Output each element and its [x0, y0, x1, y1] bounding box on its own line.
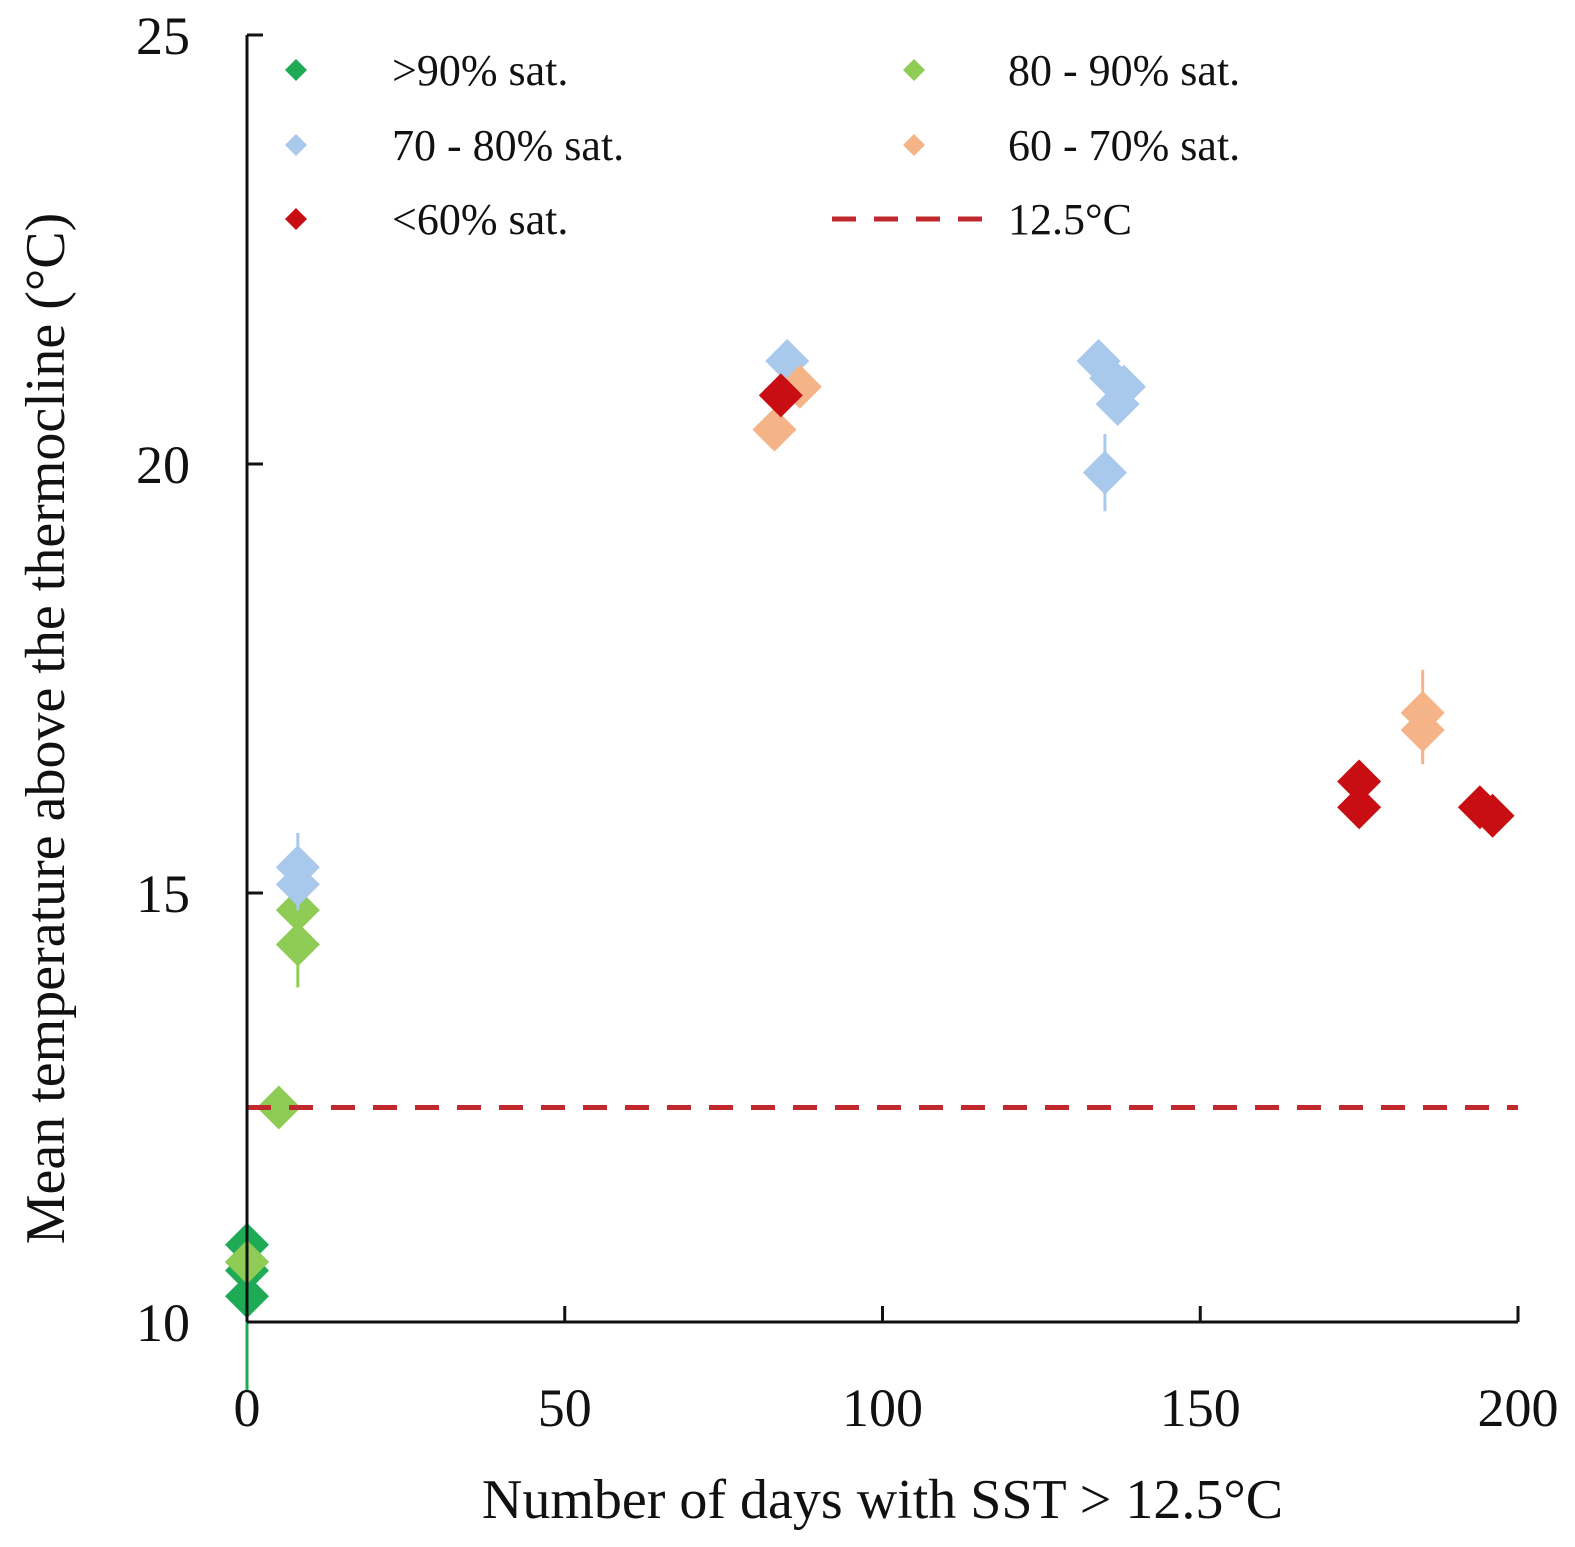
diamond-marker	[1337, 759, 1382, 804]
x-tick-label: 100	[842, 1378, 923, 1438]
data-point	[1095, 381, 1140, 426]
legend-entry: 70 - 80% sat.	[285, 121, 624, 170]
diamond-marker	[1082, 450, 1127, 495]
legend-entry: 60 - 70% sat.	[903, 121, 1240, 170]
data-point	[1470, 793, 1515, 838]
y-tick-label: 25	[136, 6, 190, 66]
legend-label: 60 - 70% sat.	[1008, 121, 1240, 170]
data-point	[275, 901, 320, 988]
legend-entry: 80 - 90% sat.	[903, 46, 1240, 95]
x-axis-title: Number of days with SST > 12.5°C	[482, 1469, 1283, 1531]
diamond-marker	[1095, 381, 1140, 426]
legend-label: >90% sat.	[392, 46, 568, 95]
y-axis-title: Mean temperature above the thermocline (…	[15, 213, 77, 1245]
x-tick-label: 0	[234, 1378, 261, 1438]
diamond-marker	[275, 922, 320, 967]
legend: >90% sat. 80 - 90% sat. 70 - 80% sat. 60 - …	[285, 46, 1240, 244]
legend-entry: 12.5°C	[832, 195, 1132, 244]
legend-label: 80 - 90% sat.	[1008, 46, 1240, 95]
data-point	[758, 373, 803, 418]
legend-marker	[903, 59, 925, 81]
diamond-marker	[1337, 785, 1382, 830]
data-point	[1082, 433, 1127, 512]
y-tick-label: 10	[136, 1293, 190, 1353]
ticks-layer: 0 50 100 150 200 10 15 20 25	[136, 6, 1559, 1438]
legend-label: 70 - 80% sat.	[392, 121, 624, 170]
legend-entry: >90% sat.	[285, 46, 568, 95]
data-point	[752, 407, 797, 452]
diamond-marker	[758, 373, 803, 418]
y-tick-label: 15	[136, 864, 190, 924]
data-point	[1400, 695, 1445, 765]
diamond-marker	[275, 862, 320, 907]
legend-label: <60% sat.	[392, 195, 568, 244]
markers-layer	[225, 339, 1515, 1391]
data-point	[275, 858, 320, 911]
diamond-marker	[752, 407, 797, 452]
x-tick-label: 150	[1160, 1378, 1241, 1438]
legend-marker	[285, 208, 307, 230]
x-tick-label: 200	[1478, 1378, 1559, 1438]
legend-marker	[285, 134, 307, 156]
data-point	[1337, 785, 1382, 830]
data-point	[256, 1085, 301, 1130]
legend-label: 12.5°C	[1008, 195, 1132, 244]
legend-marker	[903, 134, 925, 156]
diamond-marker	[256, 1085, 301, 1130]
diamond-marker	[1400, 707, 1445, 752]
x-tick-label: 50	[538, 1378, 592, 1438]
legend-entry: <60% sat.	[285, 195, 568, 244]
legend-marker	[285, 59, 307, 81]
y-tick-label: 20	[136, 435, 190, 495]
diamond-marker	[1470, 793, 1515, 838]
